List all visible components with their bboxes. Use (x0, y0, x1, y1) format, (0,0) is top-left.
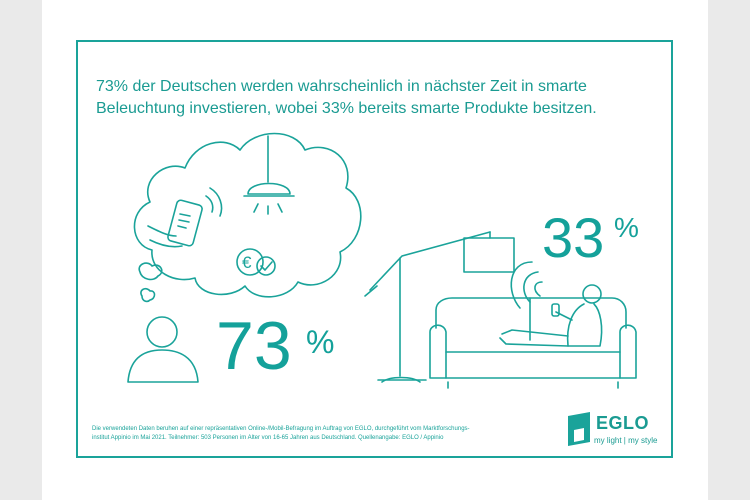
footnote-line-1: Die verwendeten Daten beruhen auf einer … (92, 426, 470, 432)
eglo-logo-icon (568, 412, 590, 446)
thought-cloud (133, 132, 362, 298)
thought-bubble-small (140, 288, 156, 303)
wifi-signal-icon (205, 187, 223, 217)
pendant-lamp-icon (243, 135, 295, 215)
thought-bubble-large (138, 262, 163, 281)
infographic-frame (76, 40, 673, 458)
stat-73-value: 73 (216, 308, 292, 384)
headline-line-2: Beleuchtung investieren, wobei 33% berei… (96, 100, 597, 117)
reclining-person-icon (499, 284, 603, 347)
smartphone-icon (147, 199, 203, 248)
wifi-signal-icon-sofa (510, 261, 543, 309)
stat-33-value: 33 (542, 206, 605, 269)
brand-tagline: my light | my style (594, 436, 658, 445)
page-sheet (42, 0, 708, 500)
euro-coin-icon (236, 248, 276, 276)
person-icon (127, 316, 199, 383)
source-footnote: Die verwendeten Daten beruhen auf einer … (92, 425, 552, 443)
stat-33-unit: % (614, 212, 639, 243)
floor-lamp-icon (364, 231, 515, 383)
headline: 73% der Deutschen werden wahrscheinlich … (96, 76, 656, 120)
sofa-icon (429, 297, 637, 389)
headline-line-1: 73% der Deutschen werden wahrscheinlich … (96, 78, 587, 95)
stat-73-unit: % (306, 324, 335, 360)
footnote-line-2: institut Appinio im Mai 2021. Teilnehmer… (92, 435, 444, 441)
euro-symbol: € (242, 253, 252, 272)
brand-name: EGLO (596, 413, 650, 433)
